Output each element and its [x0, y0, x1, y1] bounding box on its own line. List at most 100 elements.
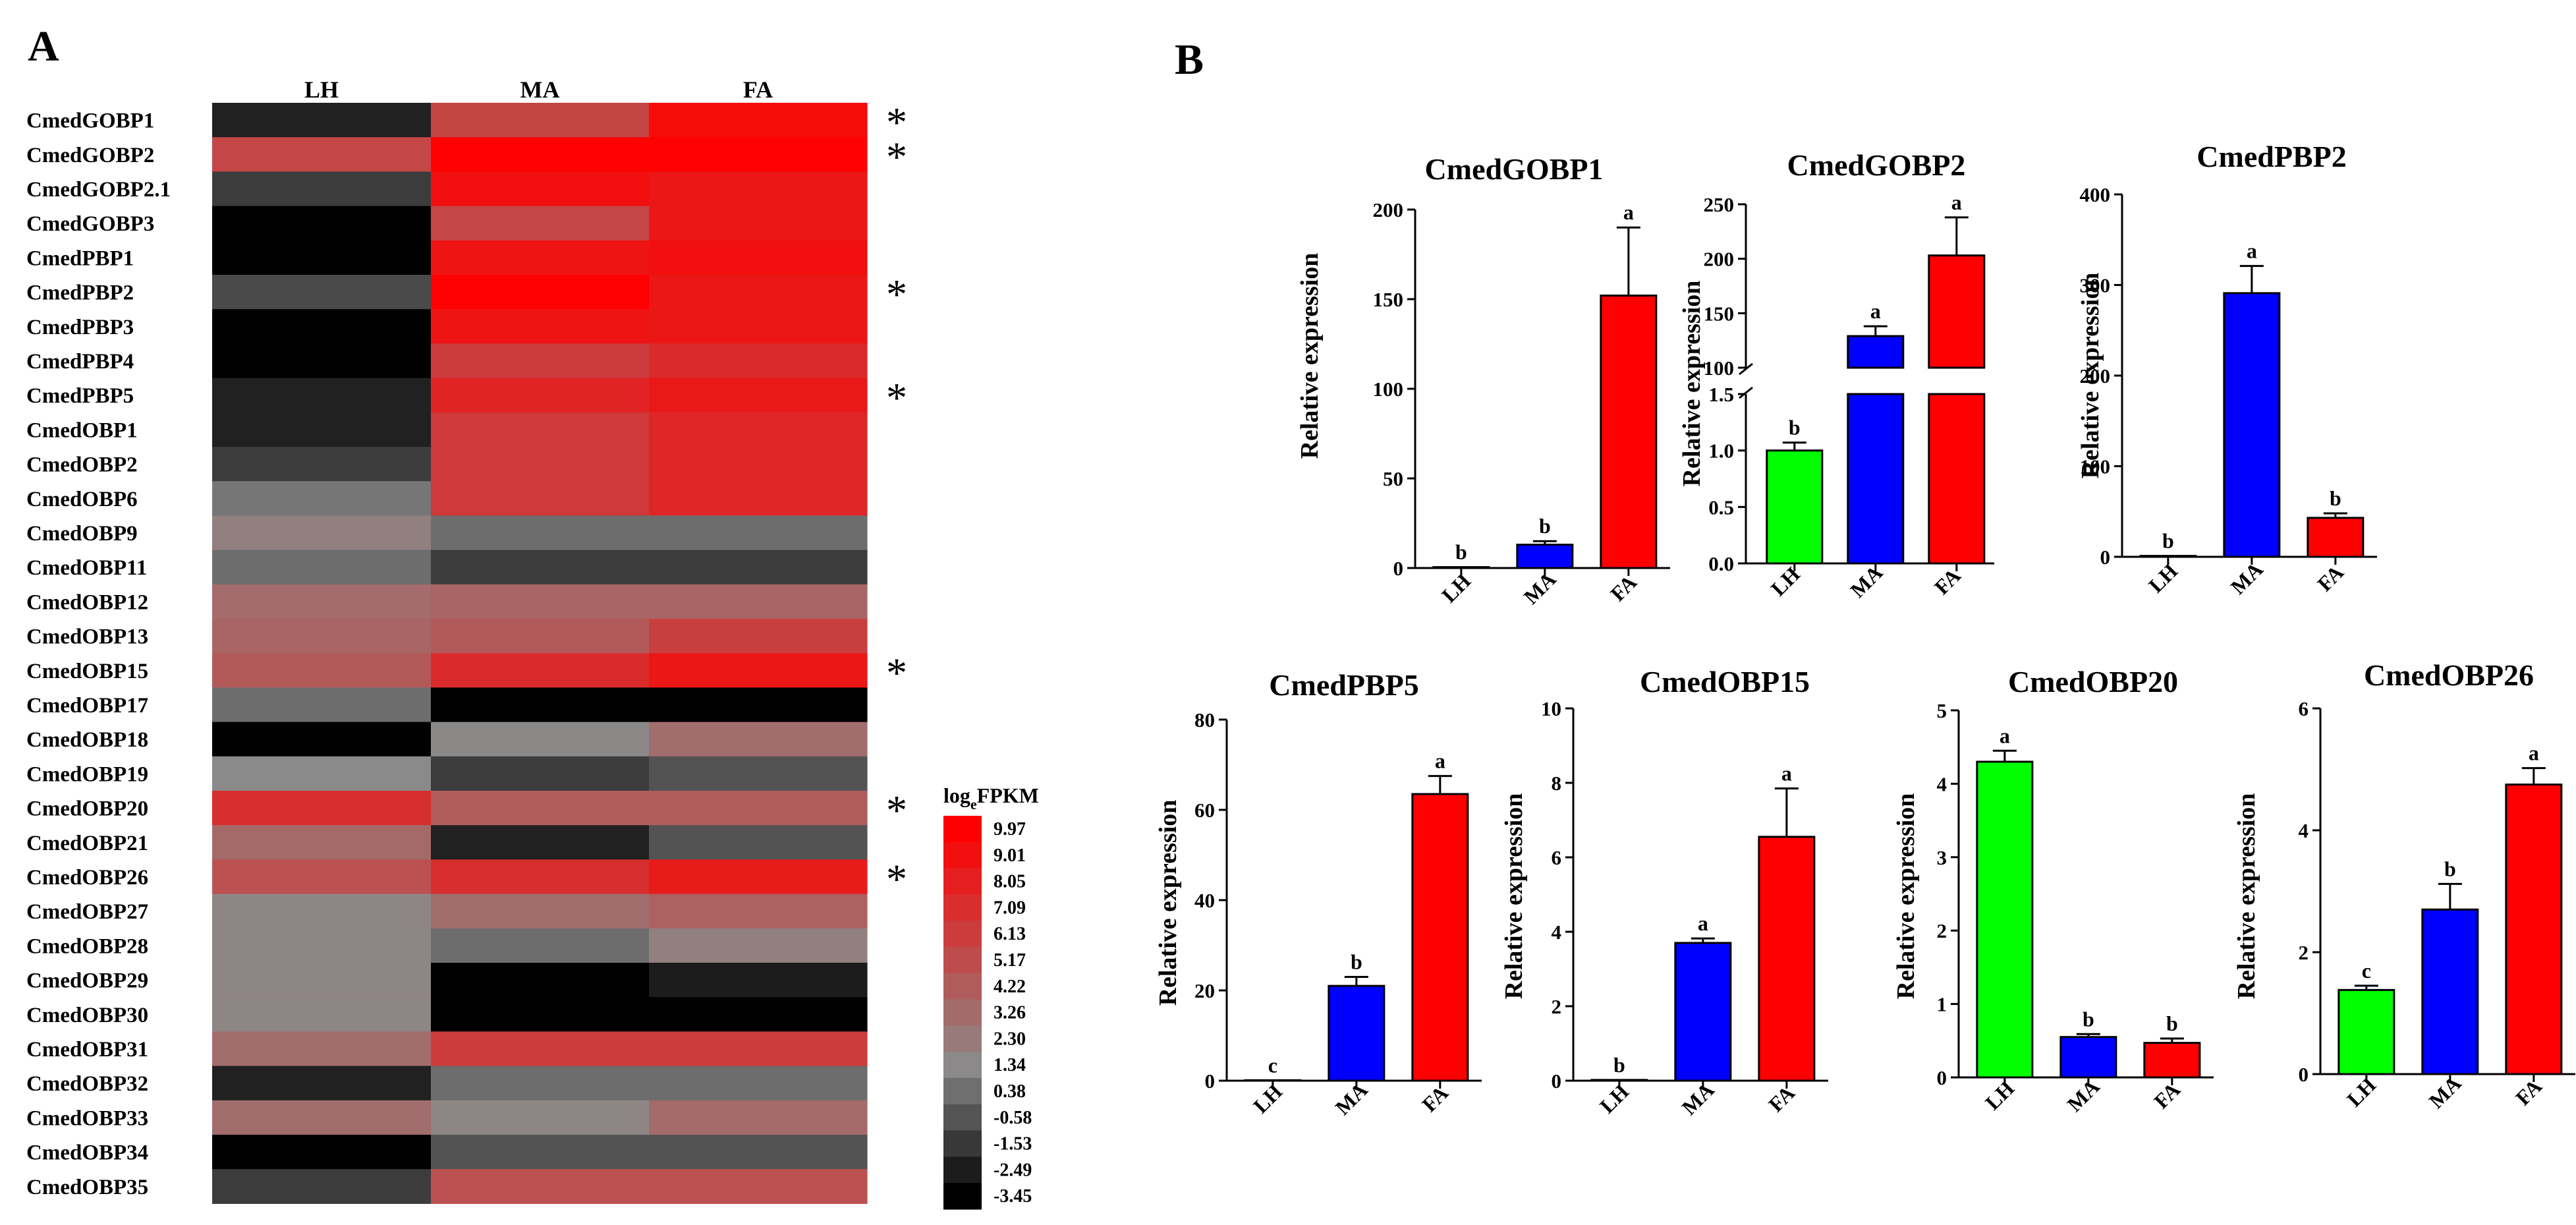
bar	[2143, 1042, 2201, 1079]
y-tick-label: 4	[2299, 819, 2309, 842]
legend-title-suffix: FPKM	[977, 783, 1039, 807]
heatmap-cell	[212, 825, 432, 860]
significance-letter: a	[1870, 299, 1881, 323]
heatmap-cell	[649, 1066, 868, 1101]
axis-break-mark	[1739, 386, 1753, 399]
y-tick-label: 0	[1393, 557, 1404, 580]
heatmap-row-label: CmedOBP18	[26, 728, 148, 752]
bar	[1411, 793, 1469, 1082]
heatmap-cell	[431, 894, 650, 929]
y-tick-label: 200	[1373, 198, 1404, 221]
chart-title: CmedPBP5	[1269, 668, 1418, 702]
significance-letter: b	[2166, 1011, 2178, 1035]
heatmap-row-label: CmedOBP12	[26, 590, 148, 614]
significance-letter: b	[1613, 1053, 1625, 1077]
legend-tick-label: 8.05	[994, 872, 1026, 892]
legend-tick-label: 9.97	[994, 819, 1026, 840]
y-axis-label: Relative expression	[1892, 793, 1920, 1000]
significance-letter: a	[1435, 749, 1445, 773]
heatmap-cell	[649, 103, 868, 138]
heatmap-cell	[431, 412, 650, 447]
legend-swatch	[943, 973, 982, 1000]
heatmap-row-label: CmedOBP9	[26, 522, 138, 546]
heatmap-cell	[431, 378, 650, 413]
y-tick-label: 400	[2080, 183, 2111, 206]
heatmap-cell	[431, 859, 650, 895]
heatmap-cell	[431, 653, 650, 688]
y-axis-label: Relative expression	[2233, 793, 2260, 1000]
significance-star: *	[886, 133, 907, 180]
bar	[1766, 449, 1824, 565]
heatmap-row-label: CmedOBP19	[26, 762, 148, 786]
heatmap-row-label: CmedOBP29	[26, 969, 148, 993]
heatmap-cell	[649, 963, 868, 998]
legend-swatch	[943, 841, 982, 869]
legend-swatch	[943, 1183, 982, 1210]
heatmap-cell	[649, 997, 868, 1032]
heatmap-cell	[649, 240, 868, 275]
y-tick-label: 150	[1373, 288, 1404, 311]
legend-swatch	[943, 1025, 982, 1052]
significance-letter: b	[2330, 486, 2341, 510]
heatmap-cell	[212, 791, 432, 826]
y-tick-label: 100	[1704, 356, 1735, 380]
legend-tick-label: 6.13	[994, 924, 1026, 944]
chart-title: CmedPBP2	[2197, 140, 2346, 173]
heatmap-cell	[212, 103, 432, 138]
heatmap-cell	[212, 584, 432, 619]
heatmap-cell	[649, 378, 868, 413]
heatmap-cell	[431, 756, 650, 791]
heatmap-cell	[431, 722, 650, 757]
bar	[1758, 836, 1816, 1082]
legend-tick-label: 1.34	[994, 1055, 1026, 1075]
heatmap-cell	[212, 653, 432, 688]
bar	[1328, 984, 1386, 1082]
heatmap-cell	[431, 240, 650, 275]
legend-tick-label: 4.22	[994, 977, 1026, 997]
heatmap-cell	[649, 653, 868, 688]
heatmap-cell	[212, 240, 432, 275]
chart-title: CmedOBP15	[1640, 665, 1810, 698]
bar	[1432, 566, 1490, 569]
legend-swatch	[943, 1156, 982, 1183]
heatmap-cell	[649, 619, 868, 654]
legend-swatch	[943, 868, 982, 895]
significance-letter: b	[2444, 857, 2456, 880]
bar	[2059, 1036, 2117, 1079]
heatmap-cell	[431, 515, 650, 551]
y-tick-label: 80	[1194, 708, 1215, 731]
heatmap-cell	[431, 825, 650, 860]
heatmap-cell	[212, 859, 432, 895]
bar	[2505, 783, 2563, 1075]
heatmap-cell	[649, 1135, 868, 1170]
heatmap-cell	[212, 343, 432, 379]
y-tick-label: 10	[1541, 697, 1561, 720]
y-tick-label: 3	[1937, 846, 1947, 869]
heatmap-cell	[431, 309, 650, 344]
heatmap-row-label: CmedOBP13	[26, 625, 148, 649]
y-tick-label: 6	[2299, 697, 2309, 720]
heatmap-cell	[212, 447, 432, 482]
bar	[1600, 295, 1658, 569]
heatmap-row-label: CmedGOBP2	[26, 144, 154, 167]
heatmap-cell	[649, 825, 868, 860]
heatmap-cell	[649, 584, 868, 619]
heatmap-column-label: LH	[304, 76, 339, 103]
heatmap-cell	[431, 447, 650, 482]
heatmap-cell	[649, 859, 868, 895]
heatmap-cell	[212, 963, 432, 998]
heatmap-row-label: CmedPBP3	[26, 316, 134, 339]
y-tick-label: 60	[1194, 799, 1215, 822]
significance-star: *	[886, 787, 907, 834]
y-tick-label: 8	[1552, 772, 1562, 795]
heatmap-row-label: CmedGOBP3	[26, 212, 154, 236]
legend-title: logeFPKM	[943, 783, 1039, 812]
y-axis-label: Relative expression	[1154, 800, 1182, 1006]
heatmap-cell	[212, 619, 432, 654]
significance-letter: b	[2162, 529, 2174, 553]
heatmap-cell	[431, 1135, 650, 1170]
y-tick-label: 0	[1552, 1069, 1562, 1093]
heatmap-row-label: CmedOBP31	[26, 1038, 148, 1062]
heatmap-row-label: CmedOBP21	[26, 832, 148, 855]
